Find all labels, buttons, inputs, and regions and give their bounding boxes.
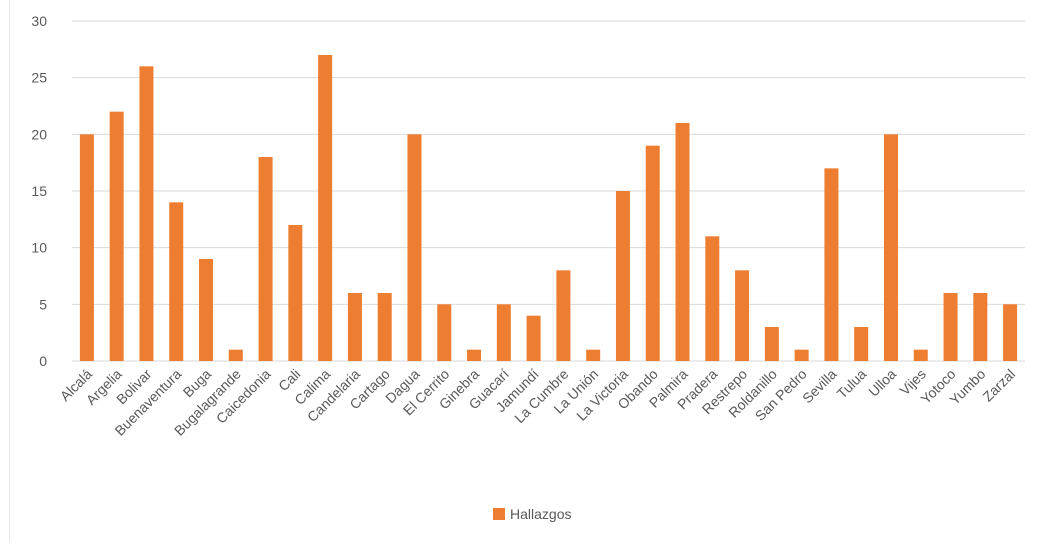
bar (288, 225, 303, 361)
bar (556, 270, 571, 361)
y-tick-label: 30 (31, 13, 47, 29)
bar (705, 236, 720, 361)
y-axis-labels: 0 5 10 15 20 25 30 (31, 13, 47, 369)
bar (258, 157, 273, 361)
bar (883, 134, 898, 361)
legend-label: Hallazgos (510, 506, 571, 522)
bar (169, 202, 184, 361)
bar (347, 293, 362, 361)
bar (973, 293, 988, 361)
x-tick-label: Sevilla (799, 366, 840, 407)
bar (139, 66, 154, 361)
bar (764, 327, 779, 361)
bar (407, 134, 422, 361)
bar (943, 293, 958, 361)
y-tick-label: 20 (31, 126, 47, 142)
bar (228, 349, 243, 361)
bar (854, 327, 869, 361)
bar (615, 191, 630, 361)
bar (735, 270, 750, 361)
bar (675, 123, 690, 361)
bar (913, 349, 928, 361)
bar (199, 259, 214, 361)
grid-lines (72, 20, 1025, 362)
chart-border (9, 0, 10, 542)
bar (467, 349, 482, 361)
bar (586, 349, 601, 361)
y-tick-label: 10 (31, 240, 47, 256)
bar (794, 349, 809, 361)
legend: Hallazgos (493, 506, 571, 522)
x-axis-labels: AlcaláArgeliaBolivarBuenaventuraBugaBuga… (57, 366, 1019, 439)
y-tick-label: 0 (39, 353, 47, 369)
y-tick-label: 25 (31, 70, 47, 86)
bar (79, 134, 94, 361)
bar (824, 168, 839, 361)
bar (318, 55, 333, 361)
bar (496, 304, 511, 361)
x-tick-label: Tulua (834, 366, 870, 402)
legend-swatch (493, 508, 505, 520)
bar (526, 315, 541, 361)
y-tick-label: 5 (39, 296, 47, 312)
bar (437, 304, 452, 361)
bar (377, 293, 392, 361)
bar (645, 145, 660, 361)
bars (79, 55, 1018, 362)
bar (1003, 304, 1018, 361)
bar (109, 111, 124, 362)
x-tick-label: Ulloa (865, 366, 899, 400)
y-tick-label: 15 (31, 183, 47, 199)
x-tick-label: Zarzal (979, 366, 1018, 405)
